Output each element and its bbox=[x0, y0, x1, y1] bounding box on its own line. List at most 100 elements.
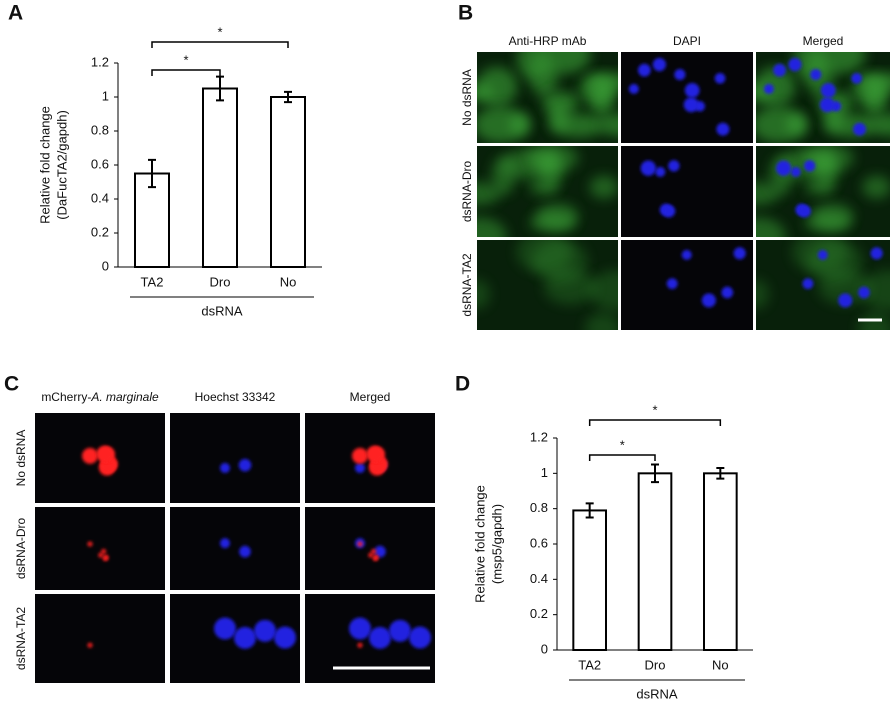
nucleus bbox=[790, 166, 801, 177]
stain bbox=[756, 217, 786, 237]
bar bbox=[637, 472, 673, 652]
nucleus bbox=[701, 293, 716, 308]
panel-label: C bbox=[4, 373, 19, 396]
column-header-part: Merged bbox=[803, 34, 844, 48]
nucleus bbox=[214, 617, 236, 640]
significance-mark: * bbox=[217, 24, 222, 39]
nucleus bbox=[716, 122, 730, 136]
y-axis-label: (DaFucTA2/gapdh) bbox=[54, 110, 69, 220]
micrograph bbox=[756, 240, 890, 330]
nucleus bbox=[851, 72, 862, 84]
stain bbox=[589, 175, 618, 199]
panel-label: A bbox=[8, 2, 23, 25]
micrograph-content bbox=[170, 413, 300, 503]
error-bar bbox=[716, 467, 725, 480]
bar bbox=[270, 96, 306, 268]
bacteria bbox=[87, 642, 93, 648]
nucleus bbox=[369, 626, 391, 649]
bacteria bbox=[87, 541, 93, 547]
nucleus bbox=[683, 97, 699, 113]
nucleus bbox=[239, 545, 251, 558]
row-label: dsRNA-TA2 bbox=[14, 607, 28, 670]
column-header: Merged bbox=[350, 390, 391, 404]
stain bbox=[872, 113, 890, 137]
column-header: mCherry-A. marginale bbox=[41, 390, 159, 404]
bacteria bbox=[352, 447, 369, 464]
y-tick-label: 1.2 bbox=[530, 429, 548, 444]
micrograph bbox=[477, 146, 618, 237]
nucleus bbox=[733, 247, 746, 260]
nucleus bbox=[802, 278, 814, 290]
stain bbox=[756, 279, 769, 309]
nucleus bbox=[714, 72, 726, 84]
bacteria bbox=[98, 552, 104, 558]
stain bbox=[861, 270, 890, 311]
row-label: No dsRNA bbox=[460, 69, 474, 126]
bar bbox=[703, 472, 738, 652]
nucleus bbox=[662, 204, 676, 218]
stain bbox=[529, 178, 558, 196]
nucleus bbox=[219, 462, 231, 473]
nucleus bbox=[788, 57, 802, 72]
micrograph bbox=[170, 594, 300, 683]
column-header: Merged bbox=[803, 34, 844, 48]
micrograph-content bbox=[756, 52, 890, 143]
x-axis-label: dsRNA bbox=[201, 303, 243, 318]
bacteria bbox=[357, 541, 363, 547]
micrograph bbox=[756, 52, 890, 143]
stain bbox=[477, 182, 501, 206]
row-label: dsRNA-TA2 bbox=[460, 253, 474, 316]
micrograph-bg bbox=[621, 146, 753, 237]
column-header: Hoechst 33342 bbox=[195, 390, 276, 404]
nucleus bbox=[254, 619, 276, 642]
micrograph-bg bbox=[35, 594, 165, 683]
bar bbox=[134, 172, 170, 268]
nucleus bbox=[773, 63, 786, 77]
x-tick-label: Dro bbox=[210, 274, 231, 289]
micrograph-content bbox=[170, 594, 300, 683]
stain bbox=[825, 113, 880, 138]
nucleus bbox=[870, 247, 883, 260]
stain bbox=[862, 175, 890, 199]
column-header-part: A. marginale bbox=[90, 390, 159, 404]
nucleus bbox=[637, 63, 651, 77]
x-tick-label: TA2 bbox=[141, 274, 164, 289]
stain bbox=[477, 106, 528, 143]
y-tick-label: 0.4 bbox=[91, 190, 109, 205]
micrograph-content bbox=[35, 507, 165, 590]
stain bbox=[756, 67, 796, 107]
y-tick-label: 0.2 bbox=[530, 606, 548, 621]
nucleus bbox=[652, 57, 667, 72]
micrograph-bg bbox=[170, 507, 300, 590]
nucleus bbox=[668, 160, 680, 172]
nucleus bbox=[853, 122, 867, 136]
stain bbox=[590, 82, 614, 117]
bacteria bbox=[96, 445, 113, 462]
micrograph bbox=[621, 146, 753, 237]
bar bbox=[202, 87, 238, 268]
nucleus bbox=[666, 278, 678, 290]
bacteria bbox=[366, 445, 383, 462]
stain bbox=[857, 312, 890, 330]
error-bar bbox=[651, 463, 659, 484]
significance-mark: * bbox=[183, 52, 188, 67]
nucleus bbox=[409, 626, 431, 649]
micrograph-content bbox=[305, 594, 435, 683]
bacteria bbox=[368, 552, 374, 558]
bacteria bbox=[372, 555, 378, 561]
micrograph-content bbox=[477, 52, 618, 143]
micrograph-content bbox=[756, 146, 890, 237]
stain bbox=[589, 270, 618, 311]
micrograph-content bbox=[35, 594, 165, 683]
y-tick-label: 0 bbox=[102, 258, 109, 273]
significance-bracket bbox=[151, 41, 289, 48]
stain bbox=[756, 106, 806, 143]
stain bbox=[584, 312, 618, 330]
nucleus bbox=[374, 545, 386, 558]
x-tick-label: No bbox=[712, 657, 729, 672]
nucleus bbox=[674, 69, 686, 81]
y-tick-label: 0.6 bbox=[530, 535, 548, 550]
micrograph bbox=[305, 413, 435, 503]
panel-label: B bbox=[458, 2, 473, 25]
